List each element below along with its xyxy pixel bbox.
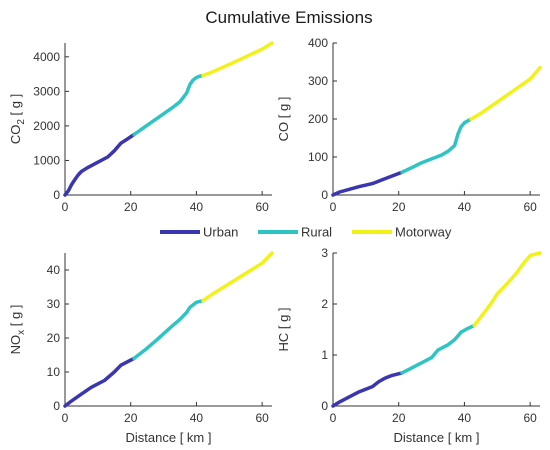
y-tick-label: 1	[321, 348, 328, 362]
panel-bottom-left: 0 20 40 60 0 10 20 30 40 NOx [ g ] Distance [ km ]	[8, 251, 274, 445]
x-axis-label: Distance [ km ]	[126, 430, 212, 445]
axes-top-left	[64, 43, 272, 196]
y-tick-label: 40	[47, 263, 61, 277]
y-tick-label: 3	[321, 246, 328, 260]
panel-bottom-right: 0 20 40 60 0 1 2 3 HC [ g ] Distance [ km ]	[276, 246, 542, 445]
x-tick-label: 40	[190, 411, 204, 425]
x-tick-label: 60	[523, 411, 537, 425]
y-tick-label: 0	[53, 399, 60, 413]
x-tick-label: 0	[62, 411, 69, 425]
y-tick-label: 10	[47, 365, 61, 379]
x-tick-label: 60	[255, 200, 269, 214]
y-tick-label: 2	[321, 297, 328, 311]
x-tick-label: 20	[124, 200, 138, 214]
y-tick-label: 2000	[33, 119, 60, 133]
y-label-main: NO	[8, 335, 23, 355]
y-axis-label: NOx [ g ]	[8, 305, 27, 355]
panel-top-left: 0 20 40 60 0 1000 2000 3000 4000 CO2 [ g ]	[8, 41, 274, 214]
x-tick-label: 20	[392, 200, 406, 214]
x-tick-label: 40	[458, 411, 472, 425]
y-label-main: CO	[276, 122, 291, 142]
panel-top-right: 0 20 40 60 0 100 200 300 400 CO [ g ]	[276, 36, 542, 214]
legend-label-rural: Rural	[301, 225, 332, 240]
x-tick-label: 20	[124, 411, 138, 425]
y-label-unit: [ g ]	[276, 307, 291, 332]
legend-label-motorway: Motorway	[395, 225, 452, 240]
y-label-unit: [ g ]	[276, 97, 291, 122]
y-tick-label: 0	[321, 188, 328, 202]
y-tick-label: 3000	[33, 84, 60, 98]
x-tick-label: 20	[392, 411, 406, 425]
axes-bottom-right	[332, 253, 540, 407]
series-line-urban	[331, 170, 404, 197]
y-label-subscript: x	[16, 330, 27, 335]
y-tick-label: 200	[308, 112, 328, 126]
y-tick-label: 400	[308, 36, 328, 50]
series-line-urban	[63, 356, 136, 408]
series-line-motorway	[201, 251, 274, 303]
x-tick-label: 0	[330, 411, 337, 425]
legend: Urban Rural Motorway	[160, 225, 452, 240]
y-label-unit: [ g ]	[8, 94, 23, 119]
x-tick-label: 0	[330, 200, 337, 214]
x-tick-label: 60	[523, 200, 537, 214]
figure-title: Cumulative Emissions	[205, 8, 372, 27]
y-tick-label: 300	[308, 74, 328, 88]
y-tick-label: 30	[47, 297, 61, 311]
y-axis-label: CO [ g ]	[276, 97, 291, 142]
y-tick-label: 0	[53, 188, 60, 202]
series-line-motorway	[469, 65, 542, 121]
series-line-rural	[132, 73, 205, 137]
x-tick-label: 60	[255, 411, 269, 425]
y-axis-label: HC [ g ]	[276, 307, 291, 351]
series-line-rural	[400, 323, 477, 375]
series-line-urban	[63, 132, 136, 197]
y-axis-label: CO2 [ g ]	[8, 94, 27, 144]
x-tick-label: 40	[458, 200, 472, 214]
series-line-motorway	[201, 41, 274, 78]
y-tick-label: 20	[47, 331, 61, 345]
series-line-rural	[132, 298, 205, 361]
axes-top-right	[332, 43, 540, 196]
series-line-rural	[400, 117, 473, 174]
series-line-urban	[331, 371, 404, 408]
y-label-main: HC	[276, 333, 291, 352]
y-tick-label: 100	[308, 150, 328, 164]
x-axis-label: Distance [ km ]	[394, 430, 480, 445]
x-tick-label: 0	[62, 200, 69, 214]
x-tick-label: 40	[190, 200, 204, 214]
y-tick-label: 4000	[33, 50, 60, 64]
y-label-unit: [ g ]	[8, 305, 23, 330]
y-tick-label: 0	[321, 399, 328, 413]
legend-label-urban: Urban	[203, 225, 238, 240]
y-label-main: CO	[8, 125, 23, 145]
y-label-subscript: 2	[16, 119, 27, 125]
y-tick-label: 1000	[33, 153, 60, 167]
series-line-motorway	[472, 251, 542, 328]
